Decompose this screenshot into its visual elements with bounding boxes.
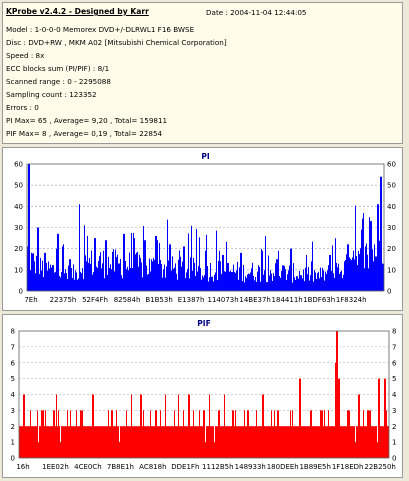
y-tick-label-left: 5: [11, 375, 15, 383]
y-tick-label-right: 40: [387, 203, 396, 211]
y-tick-label-right: 0: [392, 455, 396, 463]
y-tick-label-right: 30: [387, 224, 396, 232]
y-tick-label-left: 10: [14, 266, 23, 274]
y-tick-label-left: 7: [11, 343, 15, 351]
x-tick-label: 1B89E5h: [299, 463, 330, 471]
info-pi-stats: PI Max= 65 , Average= 9,20 , Total= 1598…: [6, 116, 168, 125]
y-tick-label-right: 50: [387, 182, 396, 190]
x-tick-label: 1112B5h: [202, 463, 234, 471]
y-tick-label-left: 50: [14, 182, 23, 190]
info-model: Model : 1-0-0-0 Memorex DVD+/-DLRWL1 F16…: [6, 25, 195, 34]
info-sampling-count: Sampling count : 123352: [6, 90, 97, 99]
info-ecc-blocks: ECC blocks sum (PI/PIF) : 8/1: [6, 64, 110, 73]
y-tick-label-right: 1: [392, 439, 396, 447]
y-tick-label-right: 2: [392, 423, 396, 431]
y-tick-label-right: 4: [392, 391, 397, 399]
scan-date: Date : 2004-11-04 12:44:05: [206, 8, 307, 17]
y-tick-label-left: 2: [11, 423, 15, 431]
x-tick-label: 7Eh: [24, 296, 37, 304]
pif-chart: PIF 0 0 1 1 2 2 3 3 4 4 5 5 6 6 7 7 8 8 16h 1EE02h 4CE0Ch 7B8E…: [11, 319, 397, 471]
y-tick-label-left: 30: [14, 224, 23, 232]
chart-title: PI: [201, 152, 209, 161]
plot-frame: [18, 330, 390, 459]
pi-chart-panel: PI 0 0 10 10 20 20 30 30 40 40 50 50 60 60 7Eh 22375h 52F…: [2, 147, 403, 311]
y-tick-label-left: 6: [11, 359, 16, 367]
y-tick-label-left: 20: [14, 245, 23, 253]
plot-frame: [26, 163, 385, 292]
x-tick-label: 1F18EDh: [332, 463, 364, 471]
x-tick-label: 7B8E1h: [107, 463, 134, 471]
x-tick-label: 184411h: [272, 296, 303, 304]
x-tick-label: 1BDF63h: [303, 296, 335, 304]
y-tick-label-right: 6: [392, 359, 397, 367]
x-tick-label: 52F4Fh: [82, 296, 108, 304]
info-pif-stats: PIF Max= 8 , Average= 0,19 , Total= 2285…: [6, 129, 163, 138]
x-tick-label: 16h: [16, 463, 29, 471]
app-title: KProbe v2.4.2 - Designed by Karr: [6, 7, 149, 16]
x-tick-label: E1387h: [178, 296, 205, 304]
info-panel: KProbe v2.4.2 - Designed by Karr Date : …: [2, 2, 403, 144]
y-tick-label-right: 20: [387, 245, 396, 253]
pif-chart-panel: PIF 0 0 1 1 2 2 3 3 4 4 5 5 6 6 7 7 8 8 16h 1EE02h 4CE0Ch 7B8E…: [2, 314, 403, 478]
info-disc: Disc : DVD+RW , MKM A02 [Mitsubishi Chem…: [6, 38, 227, 47]
x-tick-label: B1B53h: [145, 296, 172, 304]
x-tick-label: 1F8324h: [336, 296, 367, 304]
y-tick-label-right: 10: [387, 266, 396, 274]
y-tick-label-left: 1: [11, 439, 15, 447]
y-tick-label-left: 0: [19, 288, 23, 296]
y-tick-label-left: 3: [11, 407, 15, 415]
y-tick-label-right: 7: [392, 343, 396, 351]
x-tick-label: 114073h: [208, 296, 239, 304]
x-tick-label: 22B250h: [364, 463, 396, 471]
y-tick-label-left: 4: [11, 391, 16, 399]
pi-chart: PI 0 0 10 10 20 20 30 30 40 40 50 50 60 60 7Eh 22375h 52F…: [14, 152, 396, 304]
x-tick-label: 4CE0Ch: [74, 463, 102, 471]
y-tick-label-right: 60: [387, 161, 396, 169]
y-tick-label-right: 3: [392, 407, 396, 415]
y-tick-label-left: 40: [14, 203, 23, 211]
y-tick-label-right: 5: [392, 375, 396, 383]
y-tick-label-left: 60: [14, 161, 23, 169]
info-errors: Errors : 0: [6, 103, 39, 112]
y-tick-label-left: 0: [11, 455, 15, 463]
x-tick-label: AC818h: [139, 463, 166, 471]
y-tick-label-left: 8: [11, 328, 15, 336]
info-speed: Speed : 8x: [6, 51, 45, 60]
x-tick-label: 22375h: [50, 296, 77, 304]
y-tick-label-right: 8: [392, 328, 396, 336]
info-scanned-range: Scanned range : 0 - 2295088: [6, 77, 111, 86]
x-tick-label: 82584h: [114, 296, 141, 304]
x-tick-label: 180DEEh: [267, 463, 299, 471]
x-tick-label: 1EE02h: [42, 463, 69, 471]
x-tick-label: DDE1Fh: [171, 463, 199, 471]
x-tick-label: 148933h: [235, 463, 266, 471]
x-tick-label: 14BE37h: [239, 296, 270, 304]
y-tick-label-right: 0: [387, 288, 391, 296]
chart-title: PIF: [197, 319, 210, 328]
